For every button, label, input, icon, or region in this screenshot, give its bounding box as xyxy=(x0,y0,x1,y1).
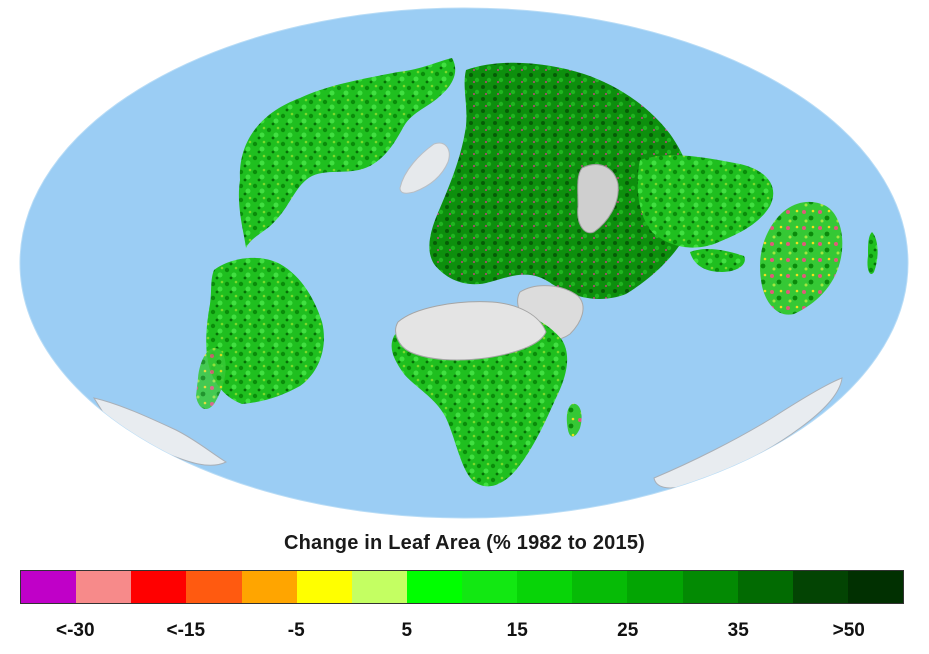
legend-swatch xyxy=(627,571,683,603)
southeast-asia-islands xyxy=(690,249,745,272)
madagascar xyxy=(566,403,582,437)
legend-title: Change in Leaf Area (% 1982 to 2015) xyxy=(283,532,646,554)
new-zealand xyxy=(867,232,878,275)
south-america-andes xyxy=(196,347,226,410)
legend-swatch xyxy=(792,571,848,603)
east-asia-landmass xyxy=(637,155,774,248)
legend-swatch xyxy=(737,571,793,603)
legend-tick-label: <-30 xyxy=(55,620,95,641)
legend-swatch xyxy=(517,571,573,603)
greenland-ice xyxy=(399,142,450,194)
legend-tick-label: <-15 xyxy=(166,620,206,641)
legend-tick-label: 5 xyxy=(401,620,413,641)
north-america-landmass xyxy=(238,58,456,248)
legend-swatch xyxy=(21,571,77,603)
legend-tick-label: 35 xyxy=(727,620,749,641)
sahara-desert xyxy=(395,301,547,361)
central-asia-desert xyxy=(577,164,619,234)
legend-swatch xyxy=(351,571,407,603)
australia-landmass xyxy=(760,201,843,315)
legend-swatch xyxy=(131,571,187,603)
legend-swatch xyxy=(76,571,132,603)
legend-tick-label: 25 xyxy=(617,620,639,641)
legend-swatch xyxy=(406,571,462,603)
legend-color-bar xyxy=(20,570,904,604)
legend-swatch xyxy=(572,571,628,603)
legend-swatch xyxy=(462,571,518,603)
legend-swatch xyxy=(847,571,903,603)
world-map-svg xyxy=(19,7,909,519)
south-america-landmass xyxy=(206,257,324,404)
legend-swatch xyxy=(241,571,297,603)
legend-swatch xyxy=(682,571,738,603)
legend-swatch xyxy=(296,571,352,603)
legend-tick-label: -5 xyxy=(287,620,305,641)
legend-tick-label: >50 xyxy=(832,620,865,641)
legend-swatch xyxy=(186,571,242,603)
eurasia-landmass xyxy=(429,62,694,299)
legend-tick-label: 15 xyxy=(506,620,528,641)
world-map xyxy=(19,7,909,519)
